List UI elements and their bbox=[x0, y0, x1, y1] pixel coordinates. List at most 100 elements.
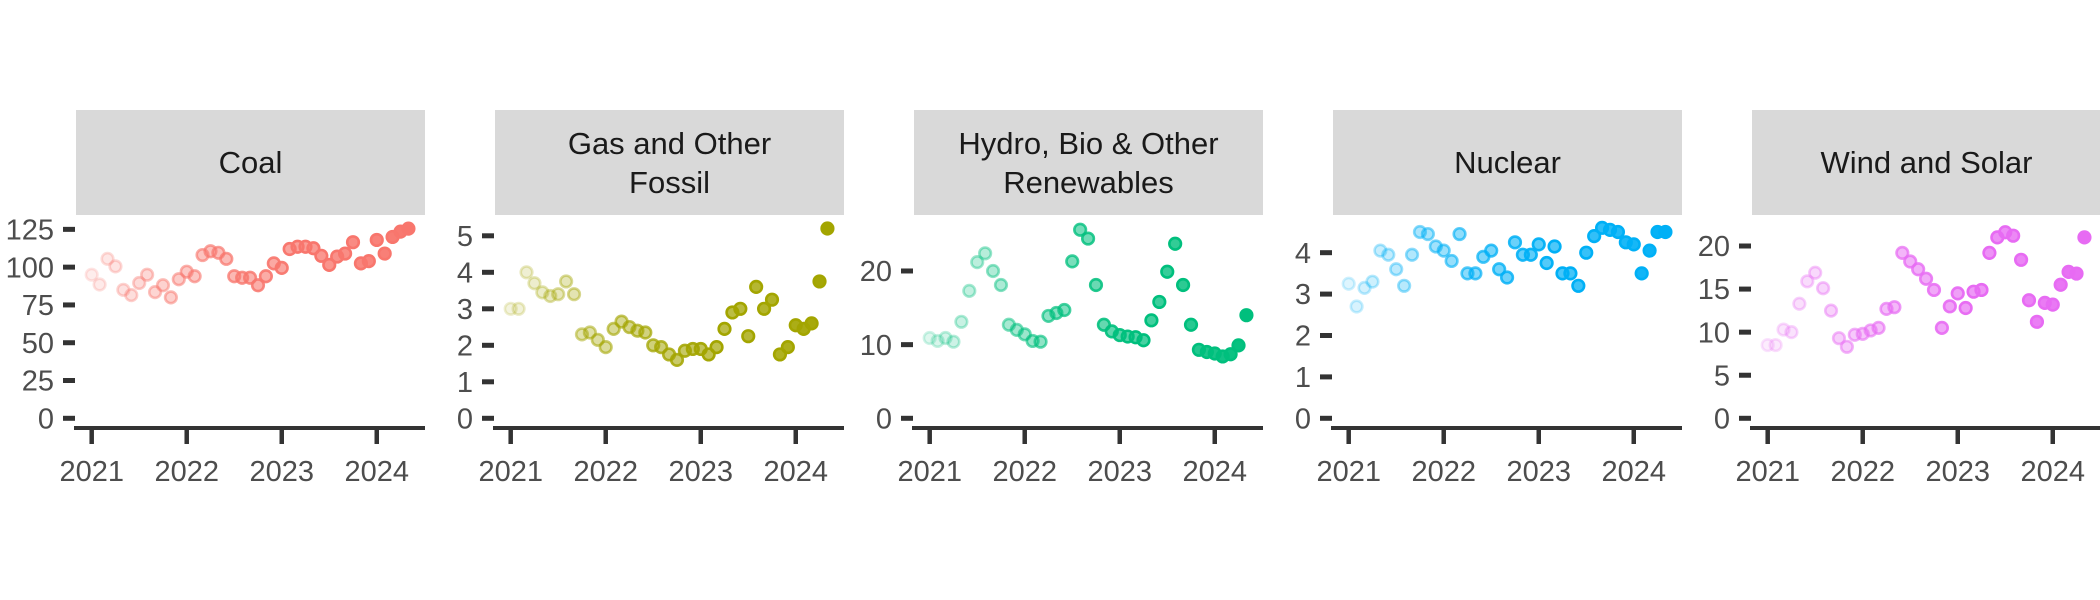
facet-gas: Gas and Other Fossil 2021 2022 2023 2024 0 1 2… bbox=[425, 110, 845, 510]
data-point bbox=[535, 285, 550, 300]
data-point bbox=[2006, 228, 2021, 243]
data-point bbox=[1626, 237, 1641, 252]
data-point bbox=[1492, 262, 1507, 277]
data-point bbox=[2013, 252, 2029, 267]
x-tick-label: 2023 bbox=[1506, 456, 1571, 488]
y-tick-label: 100 bbox=[6, 252, 54, 284]
data-point bbox=[1831, 331, 1847, 346]
data-point bbox=[1823, 303, 1839, 318]
data-point bbox=[503, 301, 518, 316]
data-point bbox=[930, 333, 945, 349]
data-point bbox=[733, 301, 748, 316]
y-tick-label: 0 bbox=[38, 403, 54, 435]
data-point bbox=[820, 221, 835, 236]
data-point bbox=[1934, 320, 1950, 335]
data-point bbox=[140, 267, 155, 282]
data-point bbox=[322, 257, 337, 272]
data-point bbox=[1373, 243, 1388, 258]
x-tick-label: 2021 bbox=[897, 456, 962, 488]
data-point bbox=[717, 321, 732, 336]
data-point bbox=[1895, 245, 1910, 261]
data-point bbox=[804, 316, 819, 331]
data-point bbox=[1468, 266, 1483, 281]
y-tick-label: 0 bbox=[876, 403, 892, 435]
data-point bbox=[1397, 278, 1412, 293]
facet-strip: Gas and Other Fossil bbox=[495, 110, 844, 215]
facet-strip: Nuclear bbox=[1333, 110, 1682, 215]
data-point bbox=[2021, 293, 2037, 308]
data-point bbox=[2069, 266, 2084, 281]
data-point bbox=[1634, 266, 1649, 281]
y-tick-label: 5 bbox=[1714, 360, 1730, 392]
data-point bbox=[1080, 231, 1096, 246]
data-point bbox=[543, 288, 558, 304]
data-point bbox=[1839, 339, 1854, 354]
data-point bbox=[1507, 235, 1523, 250]
data-point bbox=[566, 287, 582, 302]
y-tick-label: 5 bbox=[457, 221, 473, 253]
data-point bbox=[1800, 274, 1815, 289]
data-point bbox=[163, 290, 178, 305]
data-point bbox=[1444, 253, 1459, 269]
y-tick-label: 3 bbox=[457, 294, 473, 326]
data-point bbox=[155, 278, 171, 293]
data-point bbox=[1760, 337, 1775, 353]
data-point bbox=[1231, 338, 1246, 353]
data-point bbox=[1974, 282, 1989, 298]
x-tick-label: 2022 bbox=[1830, 456, 1895, 488]
data-point bbox=[1404, 247, 1420, 262]
data-point bbox=[1136, 333, 1151, 348]
data-point bbox=[985, 263, 1001, 279]
data-point bbox=[1239, 308, 1254, 323]
data-point bbox=[108, 259, 123, 274]
data-point bbox=[1389, 262, 1404, 277]
data-point bbox=[1808, 265, 1823, 280]
data-point bbox=[1610, 224, 1626, 240]
data-point bbox=[1918, 271, 1934, 286]
data-point bbox=[274, 260, 289, 276]
data-point bbox=[1776, 322, 1791, 337]
data-point bbox=[219, 251, 234, 266]
data-point bbox=[812, 274, 827, 289]
data-point bbox=[1381, 247, 1396, 262]
data-point bbox=[780, 340, 795, 355]
facet-title: Gas and Other Fossil bbox=[567, 125, 772, 200]
data-point bbox=[954, 314, 969, 329]
facet-panel-coal: 2021 2022 2023 2024 0 25 50 75 100 125 bbox=[6, 215, 425, 488]
y-tick-label: 15 bbox=[1698, 274, 1730, 306]
data-point bbox=[1073, 222, 1088, 237]
data-point bbox=[369, 232, 384, 248]
data-point bbox=[377, 246, 392, 261]
facet-panel-gas: 2021 2022 2023 2024 0 1 2 3 4 5 bbox=[457, 221, 844, 488]
data-point bbox=[1658, 224, 1673, 240]
data-point bbox=[116, 282, 131, 297]
data-point bbox=[1579, 245, 1594, 260]
data-point bbox=[1539, 255, 1554, 271]
data-point bbox=[551, 287, 566, 302]
data-point bbox=[1642, 243, 1657, 258]
facet-panel-wind-solar: 2021 2022 2023 2024 0 5 10 15 20 bbox=[1698, 225, 2100, 488]
x-tick-label: 2021 bbox=[478, 456, 543, 488]
data-point bbox=[314, 248, 329, 263]
data-point bbox=[1926, 282, 1942, 298]
y-tick-label: 4 bbox=[457, 257, 473, 289]
data-point bbox=[2045, 297, 2060, 312]
data-point bbox=[993, 277, 1009, 293]
x-tick-label: 2024 bbox=[764, 456, 829, 488]
facet-strip: Hydro, Bio & Other Renewables bbox=[914, 110, 1263, 215]
data-point bbox=[401, 221, 416, 236]
data-point bbox=[1033, 334, 1048, 349]
y-tick-label: 75 bbox=[22, 290, 54, 322]
x-tick-label: 2024 bbox=[2021, 456, 2086, 488]
y-tick-label: 0 bbox=[457, 403, 473, 435]
data-point bbox=[1420, 226, 1435, 242]
facet-wind-solar: Wind and Solar 2021 2022 2023 2024 0 5 10 15 20 bbox=[1682, 110, 2100, 510]
data-point bbox=[1816, 281, 1831, 296]
x-tick-label: 2023 bbox=[1087, 456, 1152, 488]
x-tick-label: 2024 bbox=[1183, 456, 1248, 488]
y-tick-label: 2 bbox=[1295, 321, 1311, 353]
data-point bbox=[1523, 247, 1538, 262]
y-tick-label: 50 bbox=[22, 328, 54, 360]
y-tick-label: 0 bbox=[1295, 403, 1311, 435]
